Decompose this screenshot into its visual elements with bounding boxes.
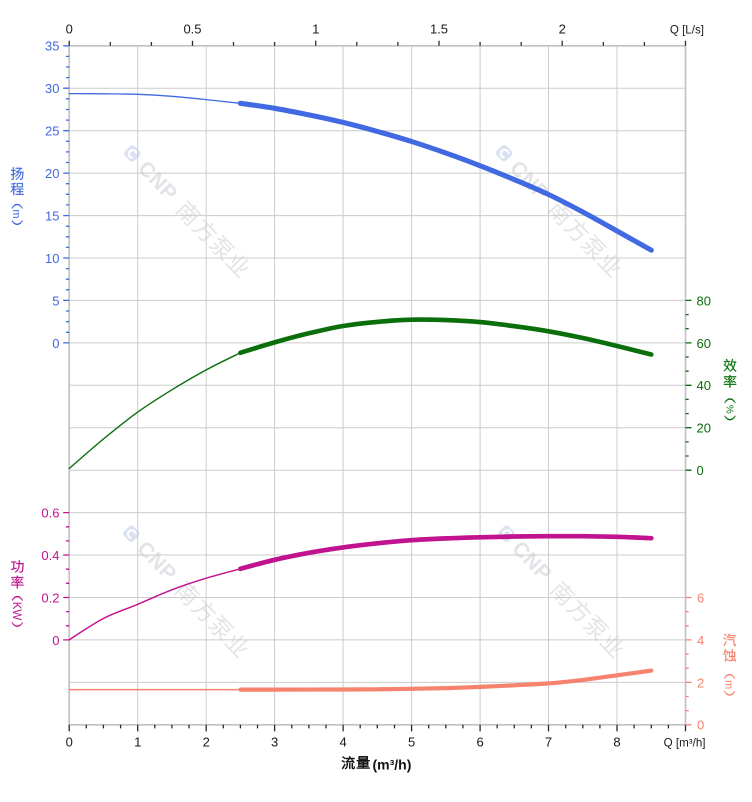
svg-text:6: 6 bbox=[697, 590, 704, 605]
svg-text:10: 10 bbox=[45, 251, 59, 266]
svg-text:5: 5 bbox=[52, 293, 59, 308]
svg-text:1: 1 bbox=[134, 734, 141, 749]
svg-text:3: 3 bbox=[271, 734, 278, 749]
svg-text:0: 0 bbox=[52, 336, 59, 351]
svg-text:1.5: 1.5 bbox=[430, 21, 448, 36]
svg-text:(m³/h): (m³/h) bbox=[373, 756, 412, 772]
svg-text:30: 30 bbox=[45, 81, 59, 96]
svg-text:40: 40 bbox=[697, 378, 711, 393]
svg-text:0: 0 bbox=[66, 21, 73, 36]
svg-text:0.6: 0.6 bbox=[41, 506, 59, 521]
svg-text:0.5: 0.5 bbox=[183, 21, 201, 36]
svg-text:0: 0 bbox=[52, 633, 59, 648]
svg-text:6: 6 bbox=[476, 734, 483, 749]
svg-text:KW: KW bbox=[10, 602, 22, 621]
svg-text:m: m bbox=[10, 209, 22, 218]
svg-text:m: m bbox=[723, 680, 735, 689]
svg-text:5: 5 bbox=[408, 734, 415, 749]
svg-text:0: 0 bbox=[697, 718, 704, 733]
svg-text:0: 0 bbox=[66, 734, 73, 749]
svg-text:80: 80 bbox=[697, 293, 711, 308]
svg-text:2: 2 bbox=[203, 734, 210, 749]
svg-text:15: 15 bbox=[45, 209, 59, 224]
svg-text:20: 20 bbox=[697, 421, 711, 436]
svg-text:4: 4 bbox=[697, 633, 704, 648]
svg-text:2: 2 bbox=[697, 675, 704, 690]
svg-text:1: 1 bbox=[312, 21, 319, 36]
svg-text:0.2: 0.2 bbox=[41, 590, 59, 605]
svg-text:8: 8 bbox=[613, 734, 620, 749]
svg-text:0: 0 bbox=[697, 463, 704, 478]
svg-text:35: 35 bbox=[45, 39, 59, 54]
svg-text:20: 20 bbox=[45, 166, 59, 181]
svg-text:7: 7 bbox=[545, 734, 552, 749]
svg-text:Q [m³/h]: Q [m³/h] bbox=[664, 736, 706, 749]
svg-text:60: 60 bbox=[697, 336, 711, 351]
svg-text:Q [L/s]: Q [L/s] bbox=[670, 23, 704, 36]
svg-text:25: 25 bbox=[45, 124, 59, 139]
svg-text:4: 4 bbox=[339, 734, 346, 749]
svg-text:0.4: 0.4 bbox=[41, 548, 59, 563]
svg-text:2: 2 bbox=[559, 21, 566, 36]
svg-text:%: % bbox=[723, 405, 734, 414]
